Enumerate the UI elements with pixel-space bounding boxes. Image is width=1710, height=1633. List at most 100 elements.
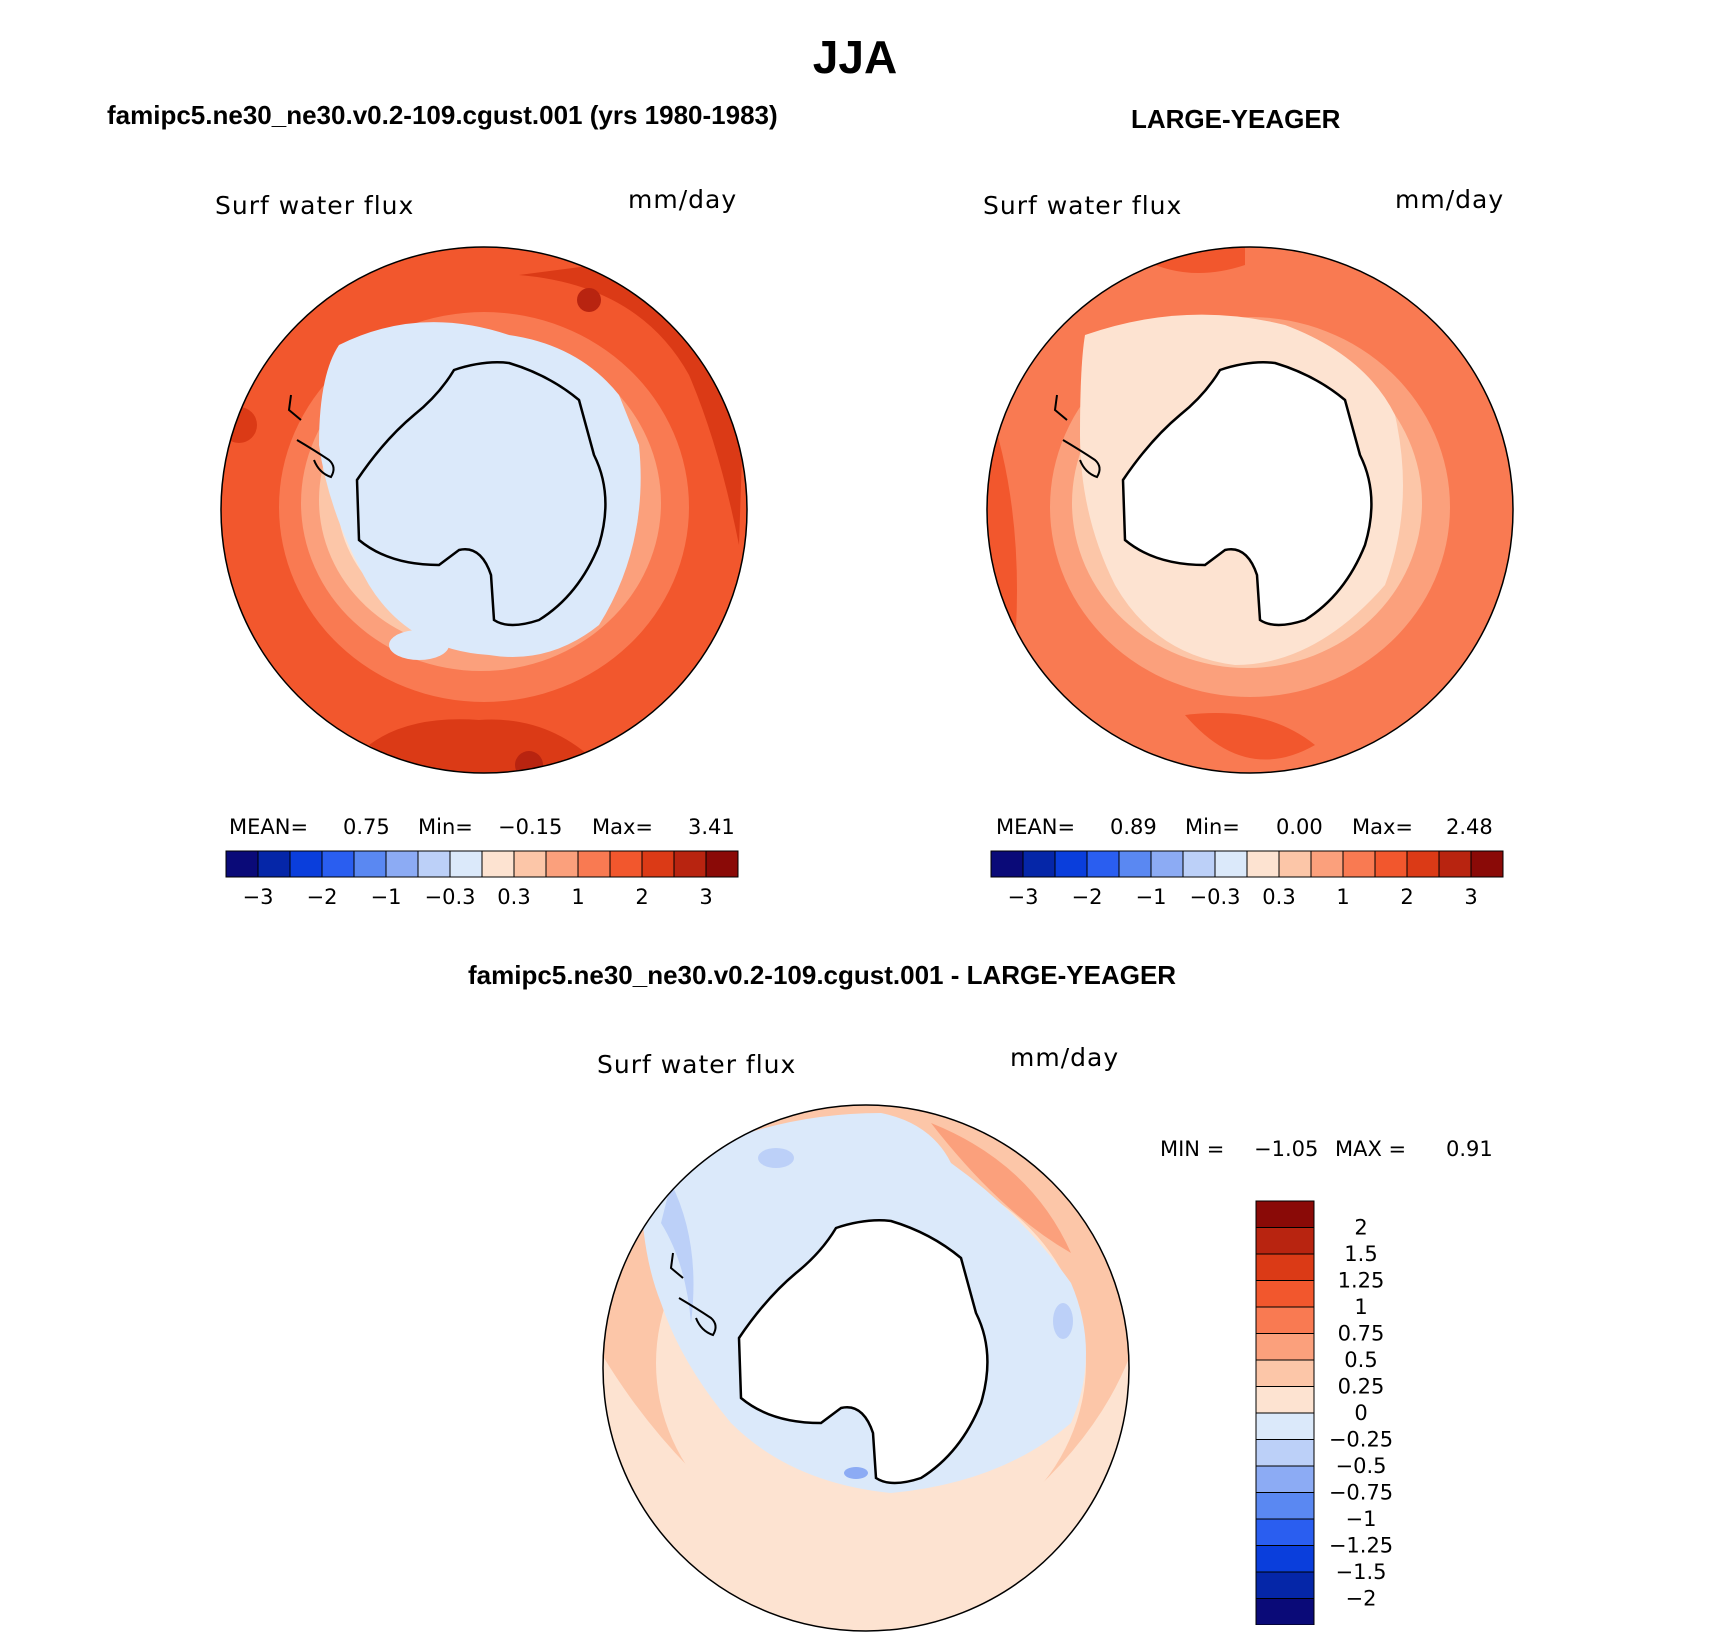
colorbar-swatch (609, 850, 643, 878)
colorbar-tick-label: −0.3 (425, 885, 476, 909)
colorbar-swatch (449, 850, 483, 878)
colorbar-swatch (513, 850, 547, 878)
panel2-polar-map (986, 246, 1514, 774)
colorbar-swatch (545, 850, 579, 878)
colorbar-tick-label: 2 (1354, 1216, 1367, 1240)
colorbar-tick-label: 1.5 (1344, 1242, 1377, 1266)
panel2-min-label: Min= (1185, 815, 1240, 839)
page-title: JJA (812, 31, 898, 83)
colorbar-tick-label: −0.75 (1329, 1481, 1393, 1505)
colorbar-tick-label: 0 (1354, 1401, 1367, 1425)
colorbar-tick-label: −0.5 (1336, 1454, 1387, 1478)
colorbar-swatch (1182, 850, 1216, 878)
panel2-max-value: 2.48 (1446, 815, 1493, 839)
colorbar-swatch (1022, 850, 1056, 878)
colorbar-tick-label: −1 (1346, 1507, 1377, 1531)
colorbar-swatch (1406, 850, 1440, 878)
colorbar-swatch (1438, 850, 1472, 878)
colorbar-swatch (705, 850, 739, 878)
diff-variable-label: Surf water flux (597, 1050, 797, 1079)
colorbar-labels: 21.5 1.251 0.750.5 0.250 −0.25−0.5 −0.75−1 −1.… (1329, 1216, 1393, 1611)
colorbar-tick-label: −1 (371, 885, 402, 909)
panel1-variable-label: Surf water flux (215, 191, 415, 220)
colorbar-swatch (1255, 1545, 1315, 1573)
diff-min-value: −1.05 (1254, 1137, 1319, 1161)
colorbar-swatches (225, 850, 739, 878)
colorbar-tick-label: −2 (307, 885, 338, 909)
colorbar-swatch (1374, 850, 1408, 878)
colorbar-tick-label: 3 (1464, 885, 1477, 909)
colorbar-tick-label: −1.25 (1329, 1534, 1393, 1558)
colorbar-swatch (641, 850, 675, 878)
panel1-case-title: famipc5.ne30_ne30.v0.2-109.cgust.001 (yr… (107, 100, 778, 130)
colorbar-swatch (1214, 850, 1248, 878)
panel1-min-value: −0.15 (498, 815, 563, 839)
panel2-min-value: 0.00 (1276, 815, 1323, 839)
colorbar-swatch (1255, 1386, 1315, 1414)
colorbar-swatch (1255, 1306, 1315, 1334)
colorbar-tick-label: −1 (1136, 885, 1167, 909)
colorbar-swatch (1255, 1280, 1315, 1308)
panel2-colorbar: −3 −2 −1 −0.3 0.3 1 2 3 (990, 850, 1504, 909)
diff-polar-map (602, 1104, 1130, 1632)
colorbar-tick-label: 2 (1400, 885, 1413, 909)
diff-colorbar: 21.5 1.251 0.750.5 0.250 −0.25−0.5 −0.75−1 −1.… (1255, 1200, 1393, 1625)
panel1-max-label: Max= (592, 815, 654, 839)
colorbar-swatch (1255, 1598, 1315, 1625)
colorbar-tick-label: 0.5 (1344, 1348, 1377, 1372)
colorbar-swatch (990, 850, 1024, 878)
colorbar-swatch (1246, 850, 1280, 878)
colorbar-tick-label: −2 (1346, 1587, 1377, 1611)
colorbar-swatch (225, 850, 259, 878)
diff-min-label: MIN = (1160, 1137, 1225, 1161)
colorbar-swatch (1118, 850, 1152, 878)
panel1-mean-value: 0.75 (343, 815, 390, 839)
panel1-polar-map (220, 246, 748, 774)
colorbar-swatch (1255, 1492, 1315, 1520)
colorbar-swatch (1255, 1412, 1315, 1440)
colorbar-swatch (417, 850, 451, 878)
colorbar-tick-label: −3 (1008, 885, 1039, 909)
colorbar-swatch (1255, 1253, 1315, 1281)
colorbar-tick-label: 0.3 (497, 885, 530, 909)
colorbar-swatch (577, 850, 611, 878)
colorbar-tick-label: 1 (1354, 1295, 1367, 1319)
colorbar-tick-label: −0.25 (1329, 1428, 1393, 1452)
panel2-mean-value: 0.89 (1110, 815, 1157, 839)
colorbar-tick-label: 1.25 (1338, 1269, 1385, 1293)
colorbar-swatch (1310, 850, 1344, 878)
panel2-mean-label: MEAN= (996, 815, 1076, 839)
panel2-max-label: Max= (1352, 815, 1414, 839)
colorbar-swatch (353, 850, 387, 878)
panel1-mean-label: MEAN= (229, 815, 309, 839)
colorbar-swatch (1255, 1465, 1315, 1493)
colorbar-tick-label: 3 (699, 885, 712, 909)
colorbar-tick-label: 1 (1336, 885, 1349, 909)
panel1-min-label: Min= (418, 815, 473, 839)
colorbar-swatches (990, 850, 1504, 878)
diff-units-label: mm/day (1010, 1043, 1120, 1072)
colorbar-tick-label: −2 (1072, 885, 1103, 909)
colorbar-tick-label: 0.75 (1338, 1322, 1385, 1346)
panel2-case-title: LARGE-YEAGER (1131, 104, 1341, 134)
colorbar-swatch (481, 850, 515, 878)
colorbar-tick-label: 2 (635, 885, 648, 909)
colorbar-tick-label: −1.5 (1336, 1560, 1387, 1584)
colorbar-swatch (385, 850, 419, 878)
panel2-variable-label: Surf water flux (983, 191, 1183, 220)
colorbar-tick-label: −0.3 (1190, 885, 1241, 909)
panel2-units-label: mm/day (1395, 185, 1505, 214)
colorbar-swatch (257, 850, 291, 878)
colorbar-swatch (1255, 1200, 1315, 1228)
colorbar-swatch (1255, 1359, 1315, 1387)
panel1-colorbar: −3 −2 −1 −0.3 0.3 1 2 3 (225, 850, 739, 909)
colorbar-swatch (1255, 1333, 1315, 1361)
diff-case-title: famipc5.ne30_ne30.v0.2-109.cgust.001 - L… (468, 960, 1177, 990)
colorbar-swatch (673, 850, 707, 878)
colorbar-swatch (1086, 850, 1120, 878)
colorbar-swatch (1255, 1518, 1315, 1546)
colorbar-tick-label: −3 (243, 885, 274, 909)
colorbar-swatch (1470, 850, 1504, 878)
colorbar-swatch (1255, 1439, 1315, 1467)
colorbar-tick-label: 0.25 (1338, 1375, 1385, 1399)
